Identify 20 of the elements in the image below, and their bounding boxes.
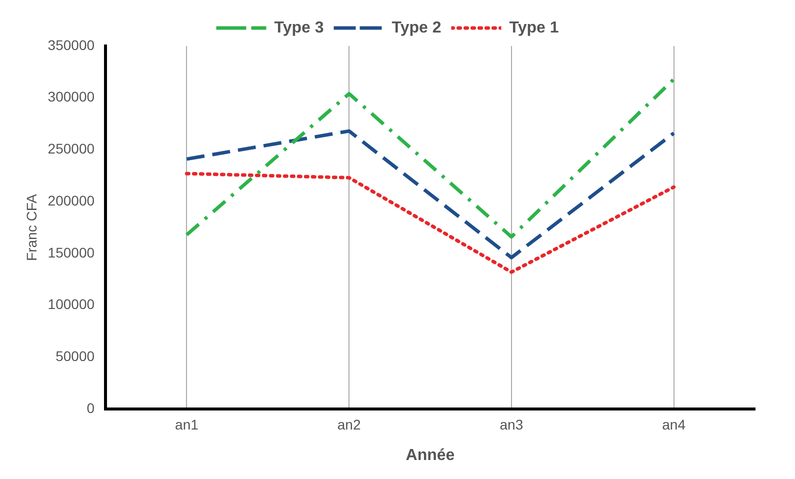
x-tick-label: an3 [500,416,524,432]
line-series [184,77,676,239]
legend-label: Type 3 [274,19,324,36]
line-series [184,172,676,274]
y-tick-label: 300000 [48,88,95,105]
y-tick-label: 250000 [48,140,95,157]
x-tick-label: an1 [175,416,199,432]
x-tick-label: an2 [337,416,361,432]
x-tick-label: an4 [662,416,686,432]
legend-label: Type 2 [392,19,442,36]
y-tick-label: 50000 [56,348,95,364]
y-axis-title: Franc CFA [23,193,40,261]
y-tick-label: 200000 [48,192,95,208]
line-series [184,129,676,260]
x-axis-title: Année [406,446,455,464]
y-tick-label: 0 [86,400,95,416]
y-tick-label: 350000 [48,36,95,53]
y-tick-label: 100000 [48,296,95,312]
y-tick-label: 150000 [48,244,95,260]
legend-label: Type 1 [509,19,559,36]
